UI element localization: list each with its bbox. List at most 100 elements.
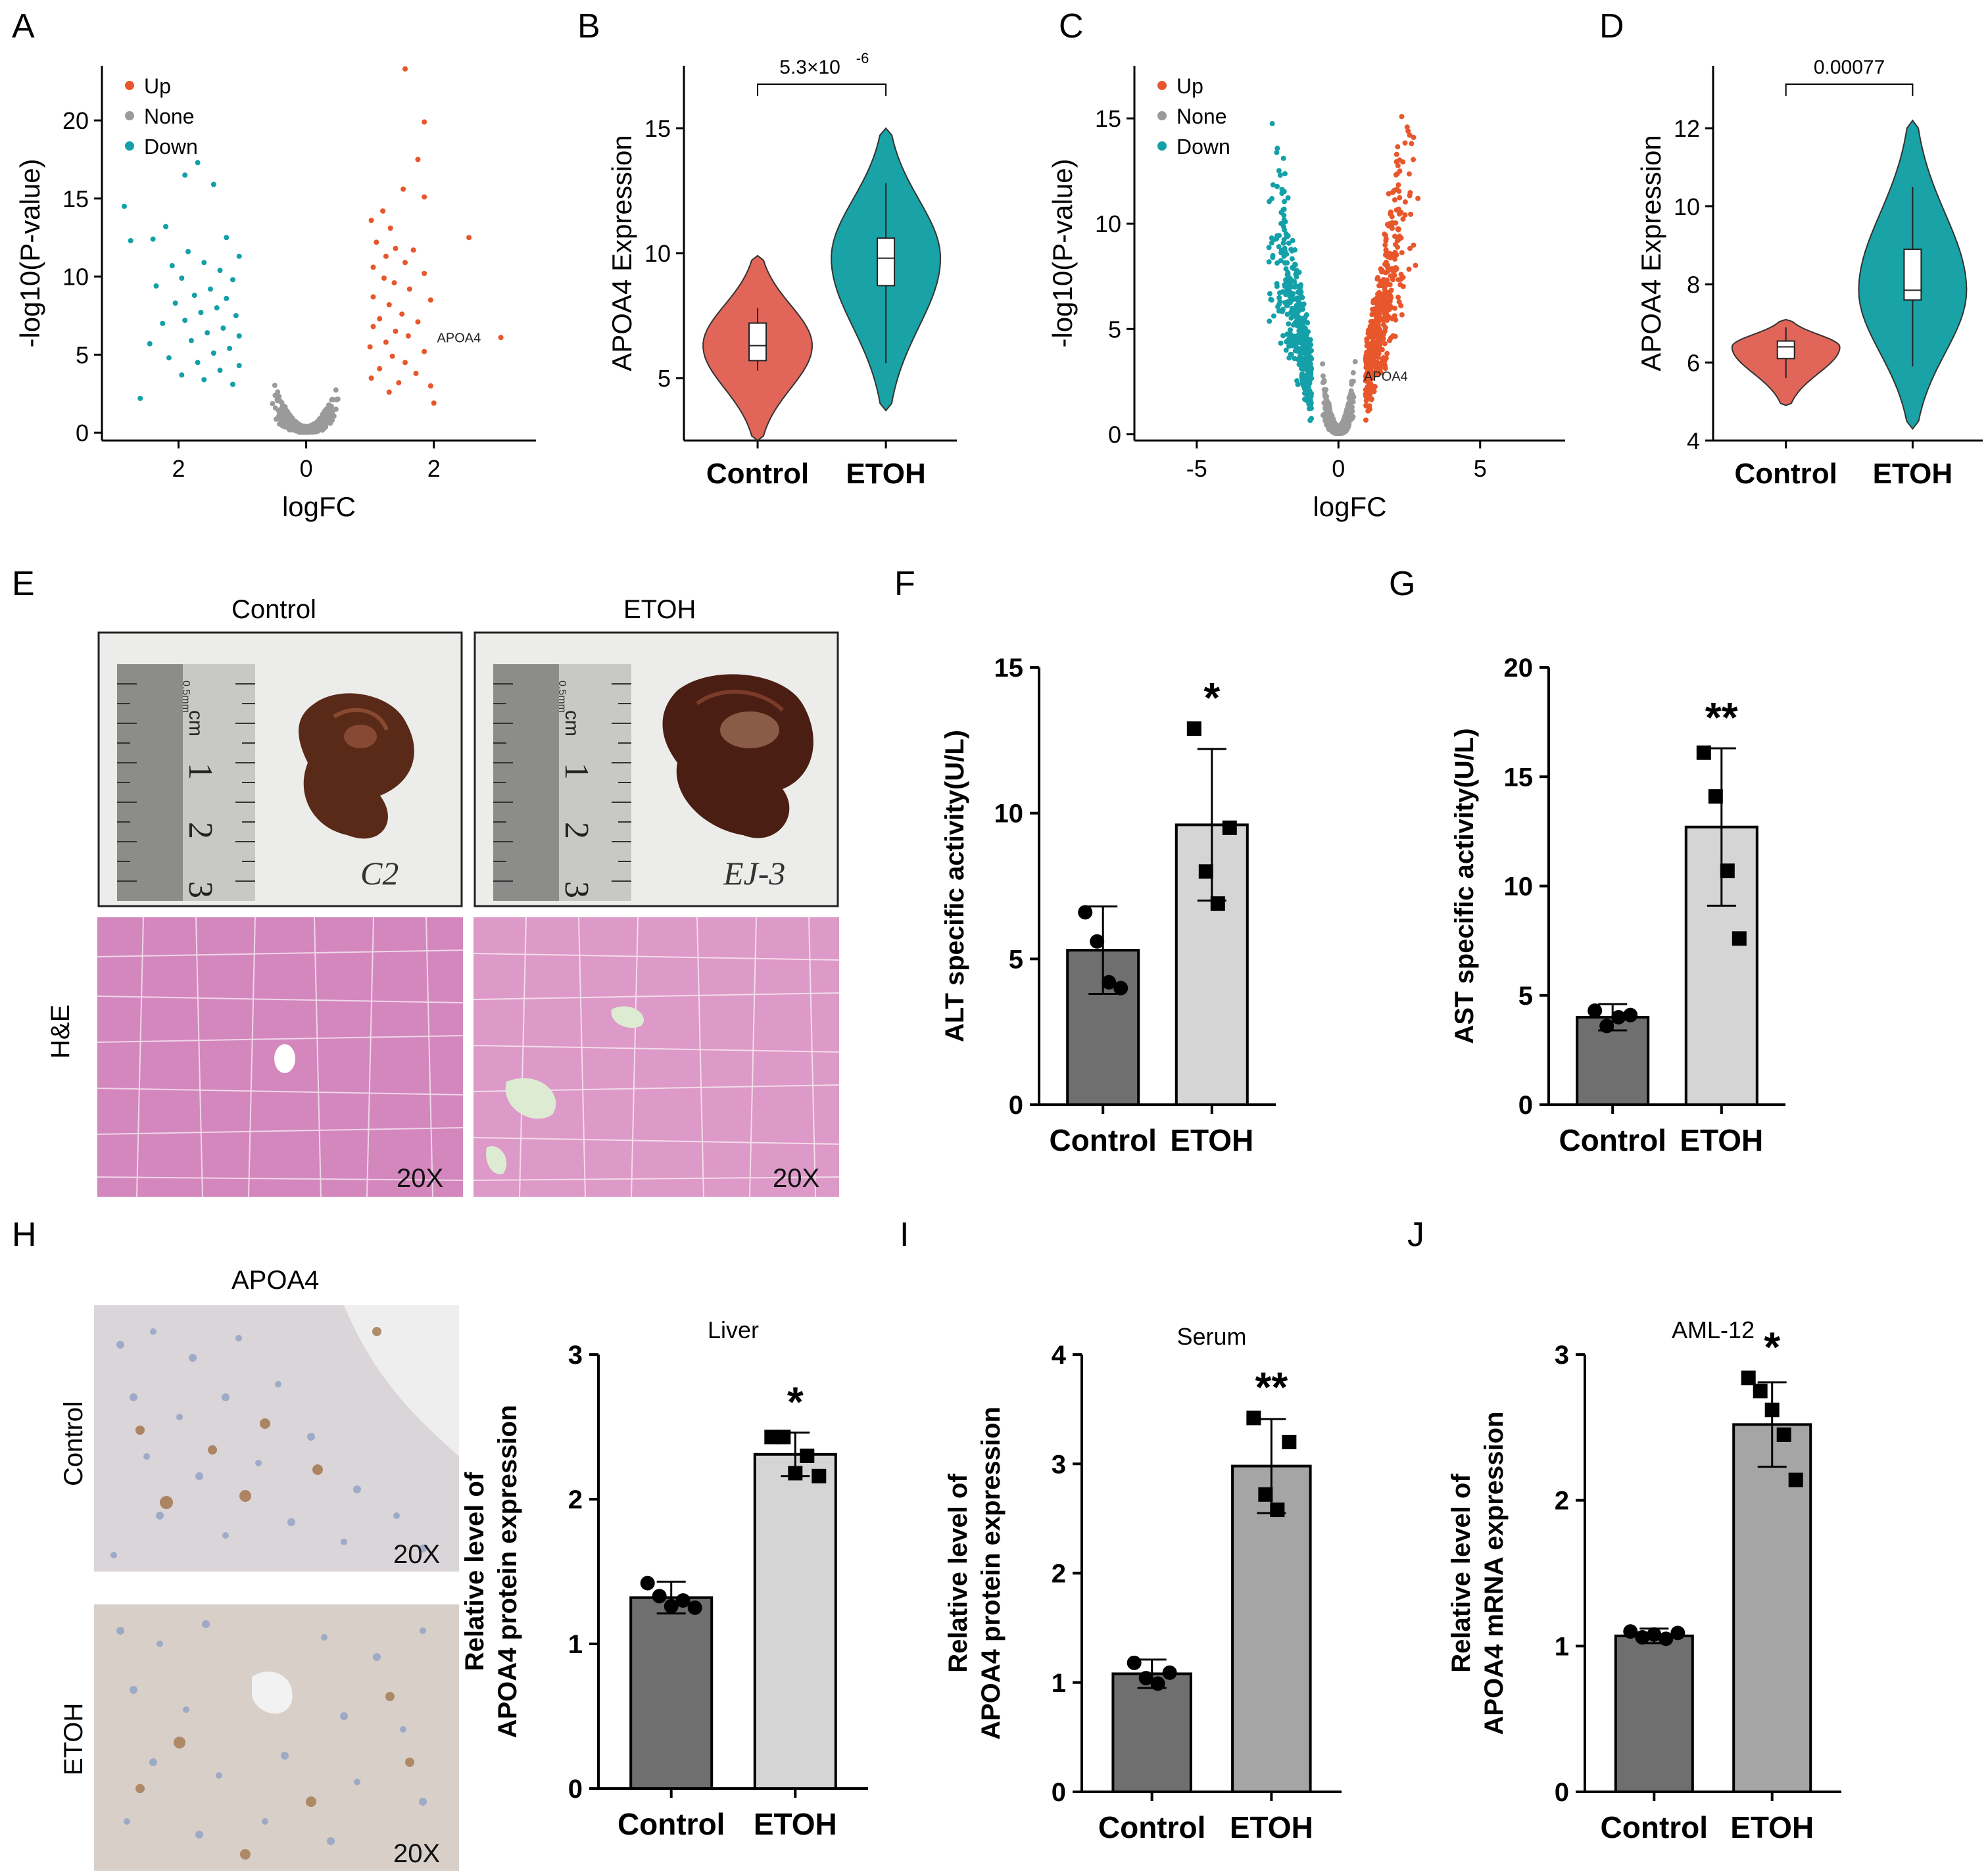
bar-g-point-control — [1588, 1003, 1603, 1019]
volcano-c-point-none — [1332, 421, 1338, 427]
volcano-a-point-none — [282, 421, 288, 427]
bar-g-point-control — [1623, 1007, 1638, 1022]
volcano-a-point-up — [396, 380, 402, 386]
ruler-unit-2: cm — [561, 710, 583, 736]
violin-d-box-etoh — [1903, 249, 1922, 301]
volcano-c-ytick-label: 0 — [1108, 421, 1121, 448]
volcano-c-point-down — [1290, 266, 1296, 272]
volcano-c-point-up — [1405, 128, 1411, 134]
volcano-c-point-down — [1302, 376, 1308, 382]
volcano-a-point-down — [182, 172, 188, 178]
volcano-a-point-none — [321, 413, 327, 419]
volcano-c-point-up — [1386, 306, 1392, 312]
bar-h-ylabel: Relative level of — [460, 1472, 489, 1671]
volcano-c-legend-label-none: None — [1176, 105, 1227, 128]
bar-i-point-etoh — [1270, 1503, 1285, 1518]
volcano-c-point-down — [1269, 121, 1275, 127]
violin-b-xtick-label: ETOH — [846, 458, 925, 490]
volcano-c-point-up — [1400, 216, 1406, 222]
volcano-c-point-down — [1292, 356, 1297, 362]
volcano-a-point-up — [370, 294, 376, 300]
volcano-c-point-down — [1286, 355, 1292, 361]
bar-h-xtick-label: ETOH — [754, 1807, 837, 1841]
volcano-a-point-none — [333, 406, 339, 412]
volcano-c-legend-label-down: Down — [1176, 135, 1230, 158]
violin-b-ytick-label: 5 — [658, 365, 671, 392]
volcano-a-point-up — [380, 208, 386, 214]
volcano-c-point-down — [1280, 306, 1286, 312]
volcano-a-point-up — [422, 119, 427, 125]
bar-f-ytick-label: 5 — [1009, 945, 1023, 974]
volcano-a-point-down — [169, 263, 175, 268]
volcano-c-point-up — [1393, 220, 1399, 226]
violin-d-ytick-label: 12 — [1674, 115, 1700, 142]
ruler-tick-3: 3 — [182, 881, 219, 898]
bar-h-point-etoh — [776, 1430, 791, 1445]
volcano-a-point-none — [272, 393, 278, 398]
volcano-c-point-up — [1407, 245, 1413, 251]
volcano-c-xtick-label: 5 — [1474, 455, 1487, 482]
volcano-a-ylabel: -log10(P-value) — [14, 158, 45, 347]
volcano-c-point-up — [1394, 171, 1400, 177]
volcano-a-point-down — [201, 377, 207, 383]
volcano-c-point-up — [1406, 266, 1412, 272]
volcano-a-point-up — [386, 389, 392, 395]
volcano-c-point-up — [1363, 398, 1369, 404]
bar-g-ylabel: AST specific activity(U/L) — [1450, 728, 1479, 1044]
volcano-c-ytick-label: 10 — [1095, 210, 1121, 237]
panel-letter-h: H — [12, 1216, 37, 1254]
volcano-a-ytick-label: 10 — [62, 264, 89, 291]
volcano-c-point-down — [1288, 315, 1294, 321]
volcano-a-point-down — [217, 368, 223, 373]
bar-j-ylabel: APOA4 mRNA expression — [1480, 1412, 1509, 1735]
volcano-a-point-down — [233, 313, 239, 318]
panel-letter-j: J — [1407, 1216, 1424, 1254]
bar-j-ytick-label: 2 — [1555, 1487, 1569, 1516]
volcano-c-point-down — [1270, 182, 1276, 188]
volcano-a-point-up — [377, 366, 383, 372]
volcano-c-point-down — [1292, 339, 1297, 345]
volcano-c-point-down — [1301, 383, 1307, 389]
volcano-c-point-up — [1393, 317, 1399, 323]
bar-i-point-etoh — [1282, 1435, 1297, 1449]
volcano-c-point-up — [1383, 238, 1389, 244]
volcano-c-point-up — [1397, 211, 1403, 217]
volcano-c-point-none — [1321, 379, 1327, 385]
volcano-a-point-none — [322, 422, 327, 428]
volcano-c-point-down — [1302, 345, 1308, 350]
h-title: APOA4 — [231, 1266, 320, 1295]
bar-h-ytick-label: 1 — [568, 1630, 583, 1659]
panel-letter-a: A — [12, 7, 35, 45]
bar-j-xtick-label: Control — [1601, 1810, 1709, 1844]
volcano-c-point-none — [1320, 361, 1326, 367]
volcano-a-point-none — [326, 402, 331, 408]
volcano-c-point-up — [1386, 337, 1392, 343]
volcano-c-point-up — [1395, 277, 1401, 283]
volcano-a-point-up — [402, 360, 408, 366]
volcano-a-xtick-label: 2 — [172, 455, 185, 482]
volcano-c-point-up — [1388, 211, 1394, 217]
violin-d-p-value: 0.00077 — [1814, 57, 1885, 78]
volcano-c-point-down — [1276, 295, 1282, 301]
volcano-c-point-none — [1344, 409, 1350, 415]
volcano-c-point-up — [1387, 299, 1393, 304]
volcano-a-point-none — [333, 387, 339, 393]
bar-j-ytick-label: 3 — [1555, 1341, 1569, 1370]
panel-letter-g: G — [1389, 565, 1416, 603]
volcano-a-point-up — [391, 280, 397, 286]
bar-h-xtick-label: Control — [618, 1807, 725, 1841]
volcano-c-ytick-label: 5 — [1108, 316, 1121, 343]
volcano-c-point-up — [1383, 247, 1389, 253]
volcano-c-legend-marker-up — [1157, 81, 1167, 90]
volcano-c-point-down — [1301, 397, 1307, 402]
volcano-a-point-down — [230, 277, 235, 283]
volcano-c-point-up — [1375, 275, 1381, 281]
ruler-note: 0.5mm — [180, 681, 191, 713]
bar-j-ytick-label: 0 — [1555, 1778, 1569, 1807]
volcano-c-point-up — [1374, 303, 1380, 309]
volcano-c-point-down — [1280, 224, 1286, 229]
violin-d-box-control — [1776, 340, 1795, 360]
volcano-c-point-up — [1395, 182, 1401, 188]
volcano-a-point-up — [370, 324, 376, 329]
volcano-c-point-down — [1286, 321, 1292, 327]
